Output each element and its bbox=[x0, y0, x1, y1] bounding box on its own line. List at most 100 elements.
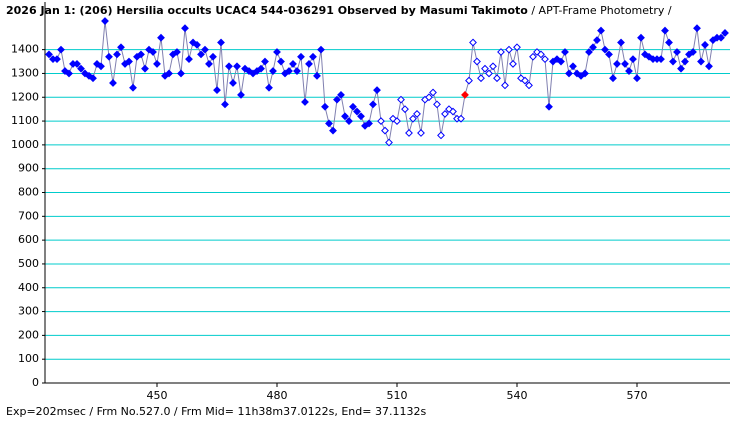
data-point bbox=[537, 50, 545, 59]
data-point bbox=[429, 88, 437, 97]
data-point bbox=[145, 45, 153, 54]
data-point bbox=[405, 129, 413, 137]
subtitle: / APT-Frame Photometry / bbox=[528, 4, 672, 17]
data-point bbox=[493, 74, 501, 83]
data-point bbox=[201, 45, 209, 54]
data-point bbox=[105, 52, 113, 61]
data-point bbox=[469, 38, 477, 47]
y-tick-label: 100 bbox=[18, 352, 39, 365]
data-point bbox=[717, 33, 725, 42]
data-point bbox=[501, 81, 509, 90]
data-point bbox=[521, 76, 529, 85]
data-point bbox=[621, 60, 629, 68]
y-tick-label: 1400 bbox=[11, 43, 39, 56]
data-point bbox=[449, 107, 457, 116]
x-tick-label: 510 bbox=[387, 389, 408, 402]
data-point bbox=[185, 55, 193, 64]
data-point bbox=[617, 38, 625, 47]
data-point bbox=[601, 45, 609, 54]
data-point bbox=[433, 100, 441, 109]
y-tick-label: 1100 bbox=[11, 114, 39, 127]
data-point bbox=[325, 119, 333, 128]
data-point bbox=[101, 17, 109, 25]
data-point bbox=[369, 100, 377, 109]
data-point bbox=[349, 102, 357, 111]
data-point bbox=[625, 67, 633, 75]
data-point bbox=[141, 64, 149, 73]
light-curve bbox=[48, 20, 726, 143]
data-point bbox=[209, 52, 217, 61]
x-tick-label: 570 bbox=[627, 389, 648, 402]
data-point bbox=[261, 57, 269, 66]
data-point bbox=[237, 90, 245, 99]
data-point bbox=[285, 67, 293, 75]
data-point bbox=[605, 50, 613, 59]
data-point bbox=[721, 29, 729, 37]
data-point bbox=[441, 110, 449, 118]
data-point bbox=[289, 60, 297, 68]
data-point bbox=[125, 57, 133, 66]
data-point bbox=[529, 52, 537, 61]
y-tick-label: 800 bbox=[18, 186, 39, 199]
data-point bbox=[597, 26, 605, 35]
data-point bbox=[613, 60, 621, 68]
data-point bbox=[177, 69, 185, 78]
data-point bbox=[321, 102, 329, 111]
data-point bbox=[689, 48, 697, 56]
title: 2026 Jan 1: (206) Hersilia occults UCAC4… bbox=[6, 4, 528, 17]
data-point bbox=[581, 69, 589, 78]
data-point bbox=[117, 43, 125, 52]
data-point bbox=[53, 55, 61, 64]
data-point bbox=[513, 43, 521, 52]
y-tick-label: 1000 bbox=[11, 138, 39, 151]
y-tick-label: 600 bbox=[18, 233, 39, 246]
data-point bbox=[197, 50, 205, 59]
y-tick-label: 400 bbox=[18, 281, 39, 294]
data-point bbox=[373, 86, 381, 95]
data-point bbox=[297, 52, 305, 61]
data-point bbox=[165, 69, 173, 78]
data-point bbox=[393, 117, 401, 125]
data-point bbox=[301, 98, 309, 106]
data-point bbox=[305, 60, 313, 68]
data-point bbox=[665, 38, 673, 47]
data-point bbox=[701, 40, 709, 49]
data-point bbox=[313, 71, 321, 80]
y-tick-label: 200 bbox=[18, 328, 39, 341]
data-point bbox=[677, 64, 685, 73]
y-tick-label: 0 bbox=[32, 376, 39, 389]
data-point bbox=[473, 57, 481, 66]
data-point bbox=[357, 112, 365, 121]
data-point bbox=[57, 45, 65, 54]
x-tick-label: 480 bbox=[267, 389, 288, 402]
data-point bbox=[341, 112, 349, 121]
data-point bbox=[385, 138, 393, 147]
data-point bbox=[525, 81, 533, 90]
data-point bbox=[541, 55, 549, 64]
data-point bbox=[277, 57, 285, 66]
y-tick-label: 700 bbox=[18, 209, 39, 222]
data-point bbox=[265, 83, 273, 92]
data-point bbox=[545, 102, 553, 111]
data-point bbox=[365, 119, 373, 128]
data-point bbox=[45, 50, 53, 59]
data-point bbox=[309, 52, 317, 61]
data-point bbox=[437, 131, 445, 140]
data-point bbox=[181, 24, 189, 33]
y-tick-label: 1200 bbox=[11, 90, 39, 103]
data-point bbox=[681, 57, 689, 66]
data-point bbox=[609, 74, 617, 83]
footer: Exp=202msec / Frm No.527.0 / Frm Mid= 11… bbox=[6, 405, 426, 418]
data-point bbox=[317, 45, 325, 54]
data-point bbox=[397, 95, 405, 104]
data-point bbox=[109, 79, 117, 87]
data-point bbox=[697, 57, 705, 66]
data-point bbox=[477, 74, 485, 83]
data-point bbox=[409, 114, 417, 123]
data-point bbox=[381, 126, 389, 135]
data-point bbox=[65, 69, 73, 78]
data-point bbox=[457, 114, 465, 123]
data-point bbox=[217, 38, 225, 47]
y-tick-label: 1300 bbox=[11, 66, 39, 79]
data-point bbox=[113, 50, 121, 59]
